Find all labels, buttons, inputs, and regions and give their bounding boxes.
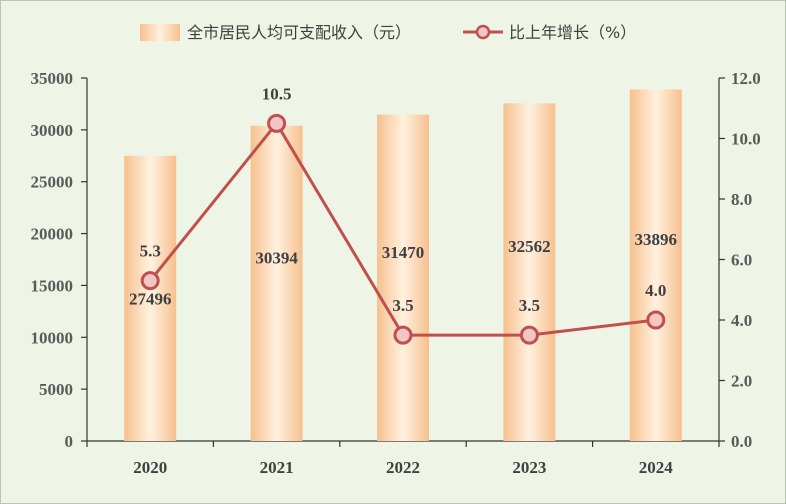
line-point — [393, 325, 413, 345]
bar-value-label: 27496 — [129, 290, 172, 309]
line-value-label: 3.5 — [392, 296, 413, 315]
line-point — [646, 310, 666, 330]
bar-value-label: 31470 — [382, 243, 425, 262]
bar — [377, 114, 429, 441]
bar — [629, 89, 682, 441]
right-tick-label: 10.0 — [731, 130, 761, 149]
axes: 0 5000 10000 15000 20000 25000 30000 35000 0.0 2.… — [31, 69, 761, 477]
right-tick-label: 4.0 — [731, 311, 752, 330]
bar-value-label: 32562 — [508, 237, 551, 256]
line-series — [140, 113, 666, 345]
left-tick-label: 30000 — [31, 121, 74, 140]
right-tick-label: 2.0 — [731, 372, 752, 391]
bar — [250, 125, 303, 441]
left-tick-label: 5000 — [39, 380, 73, 399]
line-value-label: 3.5 — [519, 296, 540, 315]
x-tick-label: 2021 — [260, 458, 294, 477]
x-tick-label: 2023 — [512, 458, 546, 477]
data-labels: 27496 30394 31470 32562 33896 5.3 10.5 3.5 3.5 4.… — [129, 84, 677, 315]
right-tick-label: 12.0 — [731, 69, 761, 88]
line-point — [519, 325, 539, 345]
x-tick-label: 2020 — [133, 458, 167, 477]
right-tick-label: 6.0 — [731, 251, 752, 270]
line-value-label: 10.5 — [262, 84, 292, 103]
left-tick-label: 20000 — [31, 225, 74, 244]
x-tick-label: 2022 — [386, 458, 420, 477]
line-point — [140, 271, 160, 291]
x-tick-label: 2024 — [639, 458, 674, 477]
legend-line-label: 比上年增长（%） — [509, 23, 636, 42]
line-value-label: 5.3 — [140, 242, 161, 261]
legend-bar-label: 全市居民人均可支配收入（元） — [187, 23, 411, 42]
bar — [124, 155, 177, 441]
left-tick-label: 0 — [65, 432, 74, 451]
legend-line-marker — [475, 24, 491, 40]
line-value-label: 4.0 — [645, 281, 666, 300]
left-tick-label: 25000 — [31, 173, 74, 192]
line-point — [267, 113, 287, 133]
bar — [503, 103, 556, 441]
bar-value-label: 33896 — [635, 230, 678, 249]
right-tick-label: 0.0 — [731, 432, 752, 451]
bar-value-label: 30394 — [255, 248, 298, 267]
legend: 全市居民人均可支配收入（元） 比上年增长（%） — [140, 23, 636, 42]
left-tick-label: 35000 — [31, 69, 74, 88]
left-tick-label: 10000 — [31, 328, 74, 347]
right-tick-label: 8.0 — [731, 190, 752, 209]
legend-bar-swatch — [140, 24, 180, 41]
left-tick-label: 15000 — [31, 276, 74, 295]
bar-series — [124, 89, 682, 441]
